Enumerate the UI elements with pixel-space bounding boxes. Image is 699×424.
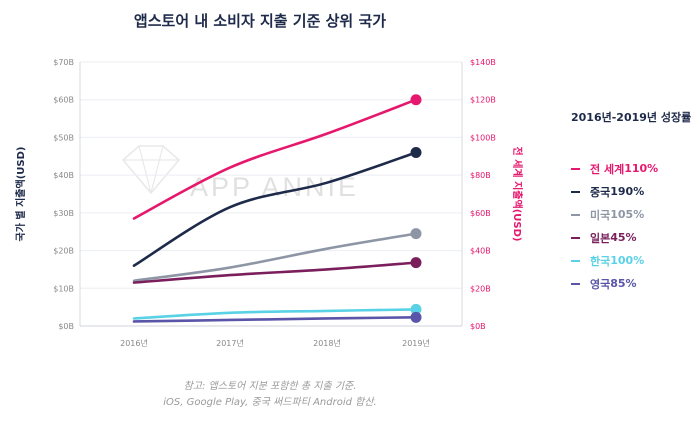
left-tick-label: $30B (53, 209, 74, 218)
legend-item: 영국 85% (571, 272, 691, 295)
legend-item: 미국 105% (571, 203, 691, 226)
right-tick-label: $60B (470, 209, 491, 218)
series-end-point (410, 257, 422, 269)
legend-swatch (571, 236, 580, 239)
legend-swatch (571, 259, 580, 262)
legend-title: 2016년-2019년 성장률 (571, 111, 692, 124)
legend-swatch (571, 167, 580, 170)
footnote-line-1: 참고: 앱스토어 지분 포함한 총 지출 기준. (183, 381, 357, 392)
series-line (132, 308, 418, 320)
left-tick-label: $0B (58, 322, 74, 331)
watermark-logo (121, 145, 181, 195)
legend-growth-value: 110% (624, 162, 659, 175)
legend-growth-value: 85% (610, 277, 637, 290)
left-tick-label: $70B (53, 58, 74, 67)
series-line (132, 316, 418, 323)
legend-items: 전 세계 110% 중국 190% 미국 105% 일본 45% 한국 100% 영국 8… (571, 157, 691, 295)
x-tick-label: 2019년 (402, 338, 430, 348)
legend-label: 미국 (590, 208, 611, 222)
left-axis-title: 국가 별 지출액(USD) (14, 147, 27, 242)
legend-growth-value: 45% (610, 231, 637, 244)
right-tick-label: $40B (470, 247, 491, 256)
left-tick-label: $40B (53, 171, 74, 180)
series-end-point (410, 303, 422, 315)
legend-item: 전 세계 110% (571, 157, 691, 180)
right-tick-label: $120B (470, 96, 496, 105)
x-tick-label: 2016년 (120, 338, 148, 348)
right-tick-label: $80B (470, 171, 491, 180)
legend-item: 일본 45% (571, 226, 691, 249)
right-tick-label: $100B (470, 133, 496, 142)
left-tick-label: $10B (53, 284, 74, 293)
legend-label: 중국 (590, 185, 611, 199)
right-axis-title: 전 세계 지출액(USD) (511, 147, 524, 242)
left-tick-label: $50B (53, 133, 74, 142)
series-end-point (410, 228, 422, 240)
series-line (132, 98, 418, 220)
x-tick-label: 2017년 (216, 338, 244, 348)
left-tick-label: $20B (53, 247, 74, 256)
legend-swatch (571, 190, 580, 193)
legend-growth-value: 190% (610, 185, 645, 198)
legend-label: 전 세계 (590, 162, 625, 176)
legend: 2016년-2019년 성장률 전 세계 110% 중국 190% 미국 105% 일… (571, 109, 691, 295)
footnote-line-2: iOS, Google Play, 중국 써드파티 Android 합산. (163, 397, 377, 408)
right-tick-label: $20B (470, 284, 491, 293)
legend-swatch (571, 282, 580, 285)
series-end-point (410, 311, 422, 323)
legend-label: 일본 (590, 231, 611, 245)
footnote: 참고: 앱스토어 지분 포함한 총 지출 기준. iOS, Google Pla… (0, 379, 540, 411)
series-line (132, 151, 418, 267)
watermark-text: APP ANNIE (190, 172, 359, 202)
legend-item: 중국 190% (571, 180, 691, 203)
legend-growth-value: 105% (610, 208, 645, 221)
legend-label: 한국 (590, 254, 611, 268)
series-end-point (410, 147, 422, 159)
chart-title: 앱스토어 내 소비자 지출 기준 상위 국가 (133, 12, 387, 30)
legend-swatch (571, 213, 580, 216)
legend-growth-value: 100% (610, 254, 645, 267)
right-tick-label: $0B (470, 322, 486, 331)
legend-item: 한국 100% (571, 249, 691, 272)
series-line (132, 232, 418, 283)
right-tick-label: $140B (470, 58, 496, 67)
left-tick-label: $60B (53, 96, 74, 105)
series-end-point (410, 94, 422, 106)
x-tick-label: 2018년 (313, 338, 341, 348)
series-line (132, 261, 418, 284)
legend-label: 영국 (590, 277, 611, 291)
